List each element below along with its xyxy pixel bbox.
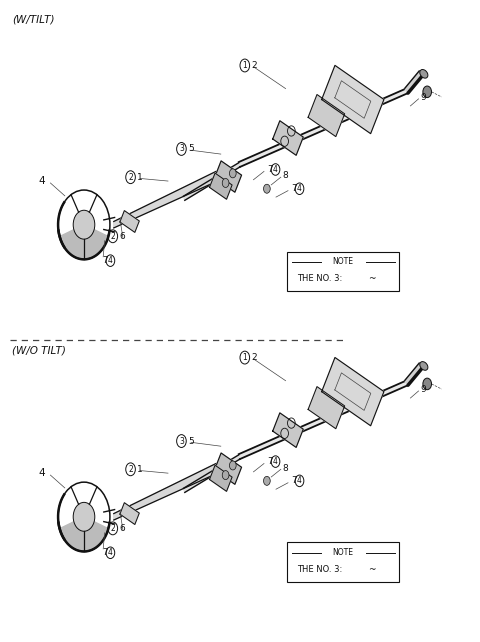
Text: 6: 6 (120, 524, 125, 533)
Text: 7: 7 (267, 457, 273, 466)
Text: 2: 2 (128, 465, 133, 474)
Ellipse shape (420, 69, 428, 78)
Text: 4: 4 (39, 468, 46, 478)
Text: 1: 1 (137, 465, 143, 474)
Text: 3: 3 (179, 437, 184, 446)
Text: 4: 4 (382, 274, 386, 283)
Text: 4: 4 (273, 457, 278, 466)
Polygon shape (239, 380, 408, 459)
Text: 8: 8 (283, 171, 288, 180)
Polygon shape (273, 413, 303, 447)
Polygon shape (405, 71, 422, 93)
Text: ~: ~ (368, 565, 375, 574)
Text: 2: 2 (110, 232, 115, 241)
Circle shape (73, 502, 95, 532)
Text: 7: 7 (102, 548, 108, 557)
Text: 9: 9 (420, 385, 426, 394)
Polygon shape (322, 65, 384, 134)
FancyBboxPatch shape (287, 542, 399, 582)
Text: 4: 4 (39, 176, 46, 186)
Text: 7: 7 (291, 184, 297, 193)
Text: 7: 7 (102, 256, 108, 265)
Polygon shape (114, 464, 216, 520)
Polygon shape (60, 517, 108, 551)
Text: 1: 1 (242, 353, 247, 362)
Circle shape (264, 184, 270, 193)
Polygon shape (215, 161, 241, 192)
Polygon shape (239, 88, 408, 167)
Text: 4: 4 (108, 256, 113, 265)
Polygon shape (273, 121, 303, 155)
Text: (W/O TILT): (W/O TILT) (12, 345, 66, 356)
Text: 7: 7 (291, 476, 297, 485)
Circle shape (222, 471, 229, 480)
Text: ~: ~ (368, 274, 375, 283)
Polygon shape (183, 455, 240, 492)
Circle shape (222, 178, 229, 187)
Text: 4: 4 (297, 184, 302, 193)
Circle shape (264, 476, 270, 485)
Text: 4: 4 (108, 548, 113, 557)
Polygon shape (215, 453, 241, 484)
Polygon shape (120, 503, 139, 525)
Polygon shape (114, 171, 216, 228)
Polygon shape (405, 363, 422, 385)
Text: 2: 2 (252, 61, 257, 70)
Polygon shape (308, 386, 345, 429)
Text: 9: 9 (420, 93, 426, 102)
Text: NOTE: NOTE (333, 257, 354, 266)
Polygon shape (308, 94, 345, 137)
Text: 3: 3 (179, 144, 184, 153)
Circle shape (423, 378, 432, 390)
Circle shape (423, 86, 432, 98)
Text: 5: 5 (188, 437, 194, 446)
Circle shape (229, 169, 236, 178)
Text: 8: 8 (283, 464, 288, 473)
Text: 4: 4 (382, 565, 386, 574)
Circle shape (73, 211, 95, 239)
Text: THE NO. 3:: THE NO. 3: (297, 274, 342, 283)
Text: 4: 4 (297, 476, 302, 485)
Text: 2: 2 (252, 353, 257, 362)
Polygon shape (60, 225, 108, 259)
Polygon shape (209, 173, 232, 199)
Text: THE NO. 3:: THE NO. 3: (297, 565, 342, 574)
Text: NOTE: NOTE (333, 548, 354, 557)
Text: (W/TILT): (W/TILT) (12, 14, 55, 24)
Text: 7: 7 (267, 165, 273, 174)
Text: 5: 5 (188, 144, 194, 153)
Polygon shape (322, 358, 384, 426)
Text: 1: 1 (359, 274, 364, 283)
Ellipse shape (420, 361, 428, 370)
Text: 1: 1 (359, 565, 364, 574)
Circle shape (229, 461, 236, 470)
Text: 4: 4 (273, 165, 278, 174)
Text: 1: 1 (137, 173, 143, 182)
Polygon shape (183, 163, 240, 200)
Polygon shape (209, 465, 232, 491)
Polygon shape (120, 211, 139, 232)
Text: 6: 6 (120, 232, 125, 241)
Text: 1: 1 (242, 61, 247, 70)
FancyBboxPatch shape (287, 252, 399, 291)
Text: 2: 2 (128, 173, 133, 182)
Text: 2: 2 (110, 524, 115, 533)
